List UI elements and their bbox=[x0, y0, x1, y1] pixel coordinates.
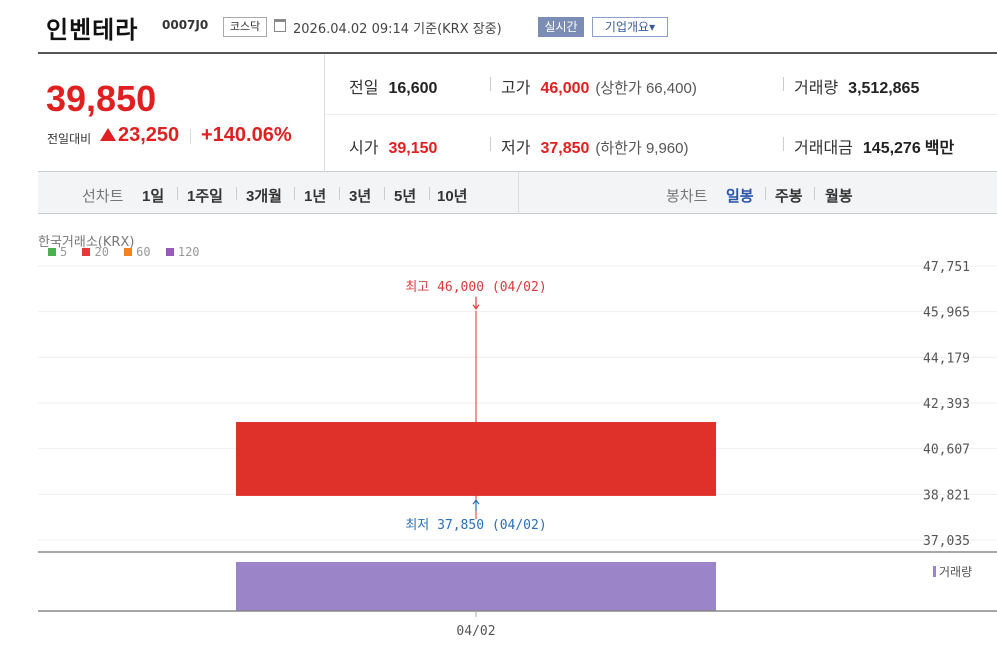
volume-bar bbox=[236, 562, 716, 611]
tab-1day[interactable]: 1일 bbox=[142, 188, 165, 205]
low-cell: 저가 37,850 (하한가 9,960) bbox=[501, 134, 689, 158]
prev-close-value: 16,600 bbox=[388, 80, 438, 97]
volume-value: 3,512,865 bbox=[848, 80, 920, 97]
divider bbox=[384, 187, 385, 200]
up-arrow-icon bbox=[472, 499, 480, 512]
high-annotation: 최고 46,000 (04/02) bbox=[405, 280, 546, 295]
legend-item: 20 bbox=[82, 245, 109, 259]
divider bbox=[190, 129, 191, 144]
divider bbox=[814, 187, 815, 200]
legend-item: 5 bbox=[48, 245, 67, 259]
candlestick-chart: 47,751 45,965 44,179 42,393 40,607 38,821 37,0… bbox=[38, 260, 997, 639]
divider bbox=[177, 187, 178, 200]
y-tick-label: 47,751 bbox=[923, 260, 970, 275]
chart-source: 한국거래소(KRX) bbox=[38, 235, 135, 250]
divider bbox=[490, 137, 491, 151]
tab-daily-candle[interactable]: 일봉 bbox=[726, 188, 754, 205]
legend-swatch bbox=[82, 248, 91, 256]
y-tick-label: 44,179 bbox=[923, 351, 970, 366]
divider bbox=[429, 187, 430, 200]
low-value: 37,850 bbox=[540, 140, 590, 157]
high-value: 46,000 bbox=[540, 80, 590, 97]
volume-legend: 거래량 bbox=[933, 563, 972, 580]
calendar-icon bbox=[274, 19, 286, 32]
change-label: 전일대비 bbox=[47, 132, 92, 146]
stock-header: 인벤테라 0007J0 코스닥 2026.04.02 09:14 기준(KRX … bbox=[0, 0, 997, 52]
legend-label: 5 bbox=[60, 245, 68, 259]
company-name: 인벤테라 bbox=[46, 16, 139, 44]
high-cell: 고가 46,000 (상한가 66,400) bbox=[501, 74, 697, 98]
y-tick-label: 42,393 bbox=[923, 397, 970, 412]
divider bbox=[518, 172, 519, 214]
divider bbox=[490, 77, 491, 91]
legend-swatch bbox=[48, 248, 56, 256]
legend-item: 120 bbox=[165, 245, 200, 259]
y-tick-label: 37,035 bbox=[923, 534, 970, 549]
down-arrow-icon bbox=[472, 296, 480, 310]
tab-1week[interactable]: 1주일 bbox=[187, 188, 223, 205]
legend-label: 60 bbox=[136, 245, 151, 259]
company-overview-dropdown[interactable]: 기업개요▾ bbox=[592, 17, 668, 37]
divider bbox=[783, 77, 784, 91]
prev-close-cell: 전일 16,600 bbox=[349, 74, 437, 98]
amount-unit: 백만 bbox=[924, 140, 955, 157]
amount-value: 145,276 bbox=[862, 140, 921, 157]
open-cell: 시가 39,150 bbox=[349, 134, 437, 158]
volume-legend-label: 거래량 bbox=[939, 565, 973, 579]
open-value: 39,150 bbox=[388, 140, 438, 157]
change-percent: +140.06% bbox=[201, 124, 292, 146]
chart-period-tabs: 선차트 1일 1주일 3개월 1년 3년 5년 10년 봉차트 일봉 주봉 월봉 bbox=[38, 172, 997, 214]
change-value: 23,250 bbox=[118, 124, 180, 146]
low-label: 저가 bbox=[501, 140, 531, 157]
tab-5year[interactable]: 5년 bbox=[394, 188, 417, 205]
y-tick-label: 40,607 bbox=[923, 443, 970, 458]
divider bbox=[294, 187, 295, 200]
legend-swatch bbox=[165, 248, 174, 256]
legend-item: 60 bbox=[124, 245, 151, 259]
current-price-panel: 39,850 전일대비 23,250 +140.06% bbox=[38, 54, 325, 172]
market-badge: 코스닥 bbox=[223, 17, 267, 37]
current-price: 39,850 bbox=[46, 78, 157, 119]
divider bbox=[765, 187, 766, 200]
x-tick-label: 04/02 bbox=[456, 624, 495, 639]
tab-3month[interactable]: 3개월 bbox=[246, 188, 282, 205]
upper-limit: (상한가 66,400) bbox=[595, 80, 697, 97]
prev-close-label: 전일 bbox=[349, 80, 379, 97]
tab-monthly-candle[interactable]: 월봉 bbox=[825, 188, 853, 205]
divider bbox=[339, 187, 340, 200]
moving-average-legend: 5 20 60 120 bbox=[48, 245, 208, 259]
candle-body bbox=[236, 422, 716, 496]
line-chart-label: 선차트 bbox=[82, 188, 124, 205]
open-label: 시가 bbox=[349, 140, 379, 157]
legend-swatch bbox=[124, 248, 133, 256]
tab-weekly-candle[interactable]: 주봉 bbox=[775, 188, 803, 205]
realtime-button[interactable]: 실시간 bbox=[538, 17, 584, 37]
tab-3year[interactable]: 3년 bbox=[349, 188, 372, 205]
quote-datetime: 2026.04.02 09:14 기준(KRX 장중) bbox=[293, 22, 502, 37]
y-tick-label: 45,965 bbox=[923, 306, 970, 321]
high-label: 고가 bbox=[501, 80, 531, 97]
amount-cell: 거래대금 145,276 백만 bbox=[794, 134, 954, 158]
price-summary: 39,850 전일대비 23,250 +140.06% 전일 16,600 고가 4… bbox=[38, 52, 997, 172]
volume-cell: 거래량 3,512,865 bbox=[794, 74, 919, 98]
y-tick-label: 38,821 bbox=[923, 488, 970, 503]
candle-chart-label: 봉차트 bbox=[666, 188, 708, 205]
row-divider bbox=[325, 114, 997, 115]
divider bbox=[236, 187, 237, 200]
legend-label: 20 bbox=[94, 245, 109, 259]
up-triangle-icon bbox=[100, 128, 116, 141]
volume-swatch bbox=[933, 566, 936, 577]
tab-10year[interactable]: 10년 bbox=[437, 188, 468, 205]
legend-label: 120 bbox=[177, 245, 200, 259]
volume-label: 거래량 bbox=[794, 80, 839, 97]
amount-label: 거래대금 bbox=[794, 140, 853, 157]
stock-code: 0007J0 bbox=[162, 18, 209, 32]
tab-1year[interactable]: 1년 bbox=[304, 188, 327, 205]
low-annotation: 최저 37,850 (04/02) bbox=[405, 518, 546, 533]
lower-limit: (하한가 9,960) bbox=[595, 140, 689, 157]
divider bbox=[783, 137, 784, 151]
